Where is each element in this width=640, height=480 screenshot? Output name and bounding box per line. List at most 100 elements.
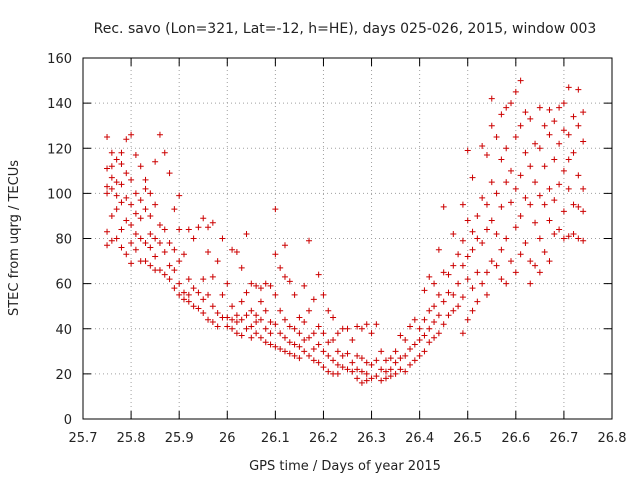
data-point (281, 348, 288, 355)
data-point (541, 249, 548, 256)
data-point (281, 273, 288, 280)
data-point (536, 269, 543, 276)
data-point (508, 167, 515, 174)
data-point (536, 192, 543, 199)
data-point (426, 273, 433, 280)
data-point (156, 267, 163, 274)
data-point (118, 244, 125, 251)
x-tick-label: 26 (219, 431, 236, 446)
x-tick-label: 25.7 (69, 431, 98, 446)
data-point (113, 156, 120, 163)
data-point (339, 352, 346, 359)
data-point (565, 156, 572, 163)
data-point (205, 249, 212, 256)
data-point (330, 337, 337, 344)
data-point (397, 366, 404, 373)
data-point (382, 375, 389, 382)
data-point (195, 305, 202, 312)
data-point (565, 185, 572, 192)
data-point (171, 206, 178, 213)
data-point (517, 251, 524, 258)
data-point (474, 212, 481, 219)
data-point (330, 357, 337, 364)
data-point (378, 348, 385, 355)
data-point (128, 260, 135, 267)
data-point (229, 246, 236, 253)
data-point (512, 133, 519, 140)
data-point (166, 262, 173, 269)
data-point (498, 111, 505, 118)
data-point (209, 219, 216, 226)
data-point (209, 318, 216, 325)
data-point (310, 330, 317, 337)
data-point (575, 203, 582, 210)
data-point (426, 307, 433, 314)
data-point (479, 240, 486, 247)
data-point (527, 115, 534, 122)
data-point (508, 258, 515, 265)
data-point (565, 131, 572, 138)
data-point (161, 249, 168, 256)
x-tick-label: 26.5 (453, 431, 482, 446)
y-tick-label: 100 (47, 187, 72, 202)
data-point (195, 289, 202, 296)
data-point (479, 194, 486, 201)
data-point (527, 280, 534, 287)
data-point (320, 330, 327, 337)
y-tick-labels: 0 20 40 60 80 100 120 140 160 (47, 52, 72, 428)
data-point (306, 352, 313, 359)
data-point (527, 258, 534, 265)
data-point (445, 312, 452, 319)
data-point (373, 373, 380, 380)
data-point (156, 221, 163, 228)
data-point (219, 235, 226, 242)
data-point (551, 230, 558, 237)
data-point (200, 276, 207, 283)
data-point (243, 312, 250, 319)
data-point (180, 289, 187, 296)
data-point (474, 235, 481, 242)
x-axis-label: GPS time / Days of year 2015 (249, 459, 441, 474)
data-point (315, 323, 322, 330)
data-point (195, 224, 202, 231)
data-point (354, 352, 361, 359)
data-point (132, 210, 139, 217)
data-point (286, 350, 293, 357)
data-point (464, 147, 471, 154)
data-point (560, 167, 567, 174)
data-point (450, 230, 457, 237)
data-point (248, 280, 255, 287)
x-tick-label: 25.8 (117, 431, 146, 446)
data-point (238, 332, 245, 339)
data-point (229, 325, 236, 332)
data-point (118, 161, 125, 168)
axis-ticks (82, 57, 613, 420)
data-point (387, 373, 394, 380)
data-point (450, 291, 457, 298)
data-point (580, 138, 587, 145)
data-point (296, 343, 303, 350)
data-point (570, 149, 577, 156)
data-point (402, 337, 409, 344)
data-point (214, 258, 221, 265)
data-point (277, 264, 284, 271)
data-point (431, 303, 438, 310)
data-point (435, 246, 442, 253)
data-point (368, 375, 375, 382)
data-point (123, 251, 130, 258)
data-point (214, 323, 221, 330)
data-point (387, 355, 394, 362)
data-point (142, 258, 149, 265)
data-point (354, 366, 361, 373)
data-point (488, 217, 495, 224)
x-tick-label: 26.8 (598, 431, 627, 446)
data-point (416, 352, 423, 359)
data-point (397, 355, 404, 362)
data-point (435, 330, 442, 337)
data-point (205, 224, 212, 231)
data-point (464, 316, 471, 323)
data-point (479, 142, 486, 149)
y-tick-label: 0 (64, 413, 72, 428)
data-point (560, 127, 567, 134)
